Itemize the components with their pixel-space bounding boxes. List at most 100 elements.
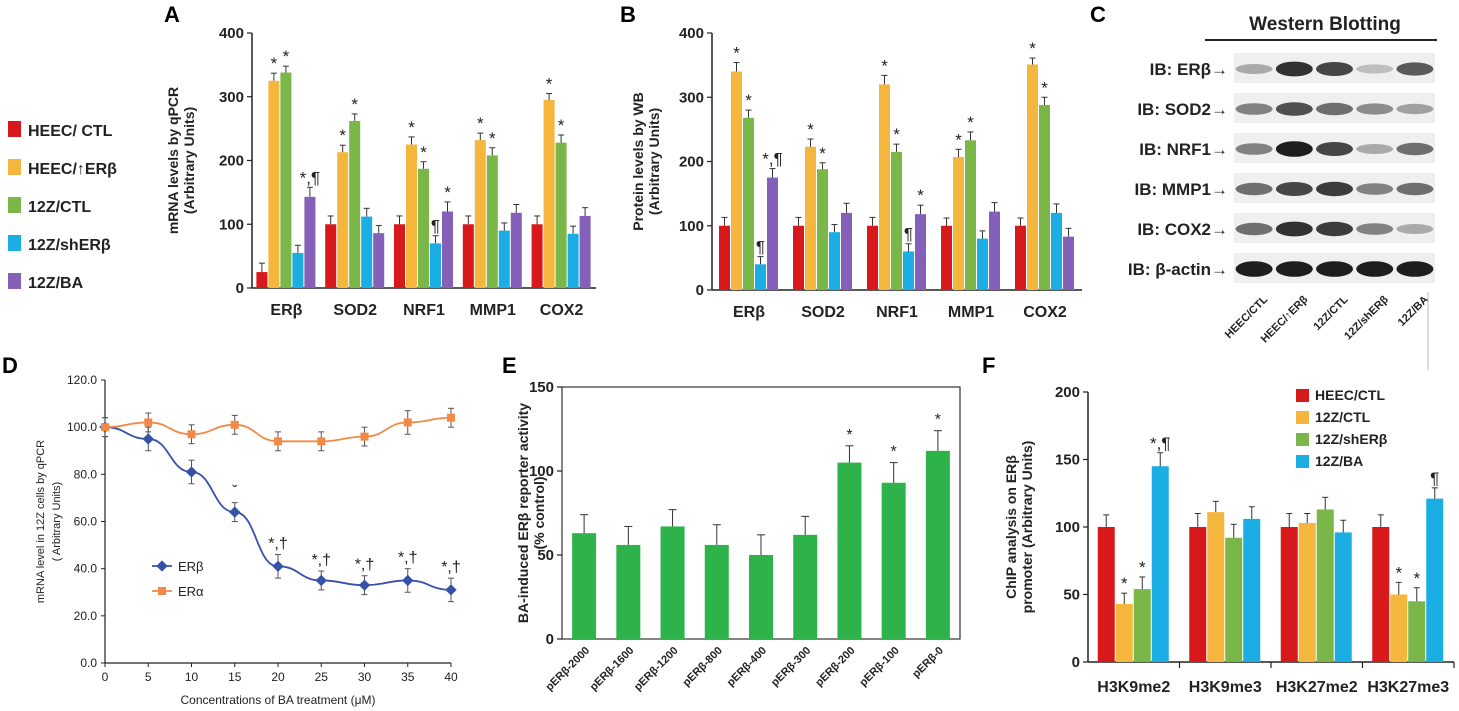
chart-b-category-label: NRF1 (876, 304, 918, 321)
legend-f-swatch (1296, 455, 1309, 468)
bar-e (925, 450, 950, 639)
chart-d-ylabel-line2: ( Arbitrary Units) (51, 482, 63, 561)
legend-f-swatch (1296, 433, 1309, 446)
chart-b-ylabel-line1: Protein levels by WB (630, 92, 646, 230)
legend-swatch (8, 273, 21, 289)
chart-panel-a: 0 100 200 300 400 ERβ SOD2 NRF1 MMP1 COX2 * * *,¶ * * *… (165, 25, 596, 319)
blot-lane-label: 12Z/BA (1396, 294, 1431, 329)
significance-mark-d: *,† (441, 559, 461, 576)
bar-b (767, 177, 778, 290)
bar-a (394, 224, 405, 288)
legend-d-marker (156, 560, 168, 572)
chart-e-ytick-label: 100 (529, 463, 554, 480)
chart-e-category-label: pERβ-100 (857, 645, 901, 689)
chart-e-ylabel: BA-induced ERβ reporter activity(% contr… (515, 403, 547, 623)
bar-a (304, 196, 316, 288)
panel-label-d: D (2, 353, 18, 378)
blot-band (1235, 182, 1273, 196)
significance-mark-f: *,¶ (1150, 434, 1170, 453)
bar-b (841, 212, 852, 290)
chart-b-category-label: COX2 (1023, 304, 1067, 321)
chart-d-xtick-label: 35 (401, 670, 415, 684)
bar-e (881, 482, 906, 639)
chart-a-category-label: ERβ (270, 302, 302, 319)
blot-band (1396, 142, 1434, 156)
data-point-d (447, 413, 455, 422)
chart-d-ytick-label: 40.0 (74, 562, 98, 576)
significance-mark-f: * (1395, 563, 1402, 582)
panel-label-a: A (164, 2, 180, 27)
legend-panel-a-b: HEEC/ CTL HEEC/↑ERβ 12Z/CTL 12Z/shERβ 12Z/BA (8, 121, 117, 292)
chart-f-ytick-label: 200 (1055, 384, 1080, 401)
blot-band (1396, 261, 1434, 277)
significance-mark-d: *,† (398, 550, 418, 567)
chart-a-ytick-label: 300 (219, 89, 244, 106)
chart-f-ytick-label: 100 (1055, 519, 1080, 536)
bar-b (829, 232, 840, 290)
significance-mark-b: * (967, 113, 974, 132)
bar-a (325, 224, 337, 288)
blot-band (1316, 62, 1353, 76)
chart-f-category-label: H3K9me2 (1097, 679, 1170, 696)
blot-band (1275, 221, 1313, 237)
legend-f-swatch (1296, 411, 1309, 424)
blot-row-label: IB: SOD2→ (1137, 100, 1228, 119)
chart-d-xtick-label: 30 (358, 670, 372, 684)
chart-b-category-label: ERβ (733, 304, 765, 321)
blot-row-label: IB: NRF1→ (1139, 140, 1228, 159)
bar-a (337, 152, 349, 288)
chart-d-xtick-label: 5 (145, 670, 152, 684)
significance-mark-d: *,† (311, 552, 331, 569)
bar-a (256, 272, 268, 288)
chart-e-category-label: pERβ-300 (769, 645, 813, 689)
chart-b-ylabel-line2: (Arbitrary Units) (646, 108, 662, 215)
significance-mark-b: * (955, 130, 962, 149)
significance-mark-f: * (1121, 574, 1128, 593)
blot-band (1275, 61, 1313, 77)
blot-band (1356, 261, 1394, 277)
significance-mark-a: * (339, 126, 346, 145)
bar-f (1225, 537, 1243, 662)
chart-e-category-label: pERβ-1600 (588, 645, 637, 694)
chart-d-xtick-label: 10 (185, 670, 199, 684)
significance-mark-b: *,¶ (762, 150, 782, 169)
bar-b (965, 140, 976, 290)
chart-d-ytick-label: 0.0 (80, 656, 97, 670)
blot-band (1235, 261, 1273, 277)
significance-mark-a: * (546, 75, 553, 94)
legend-label: HEEC/↑ERβ (28, 161, 117, 178)
chart-b-ytick-label: 0 (696, 282, 704, 299)
blot-band (1316, 102, 1353, 116)
chart-f-category-label: H3K27me3 (1367, 679, 1449, 696)
legend-label: 12Z/CTL (28, 199, 91, 216)
bar-a (498, 230, 510, 288)
blot-band (1356, 103, 1394, 115)
legend-label: HEEC/ CTL (28, 123, 113, 140)
blot-row-label: IB: ERβ→ (1150, 60, 1228, 79)
bar-a (486, 155, 498, 288)
data-point-d (230, 420, 239, 429)
chart-f-ytick-label: 0 (1072, 654, 1080, 671)
bar-b (1051, 212, 1062, 290)
blot-row-label: IB: MMP1→ (1135, 180, 1229, 199)
chart-d-ytick-label: 120.0 (67, 373, 97, 387)
legend-f-label: HEEC/CTL (1315, 387, 1385, 403)
significance-mark-a: *,¶ (300, 168, 320, 187)
bar-a (406, 144, 417, 288)
bar-b (805, 146, 816, 290)
bar-e (749, 555, 773, 639)
significance-mark-b: * (881, 56, 888, 75)
chart-e-ytick-label: 150 (529, 379, 554, 396)
chart-a-category-label: SOD2 (333, 302, 377, 319)
bar-f (1316, 509, 1334, 662)
significance-mark-d: *,† (268, 536, 288, 553)
chart-d-ylabel-line1: mRNA level in 12Z cells by qPCR (35, 440, 47, 603)
blot-band (1275, 261, 1313, 277)
bar-a (462, 224, 474, 288)
chart-a-ytick-label: 0 (236, 280, 244, 297)
data-point-d (272, 560, 284, 572)
bar-b (989, 211, 1000, 290)
chart-f-ylabel: ChIP analysis on ERβpromoter (Arbitrary … (1003, 441, 1035, 614)
data-point-d (229, 506, 241, 518)
bar-b (953, 157, 964, 290)
